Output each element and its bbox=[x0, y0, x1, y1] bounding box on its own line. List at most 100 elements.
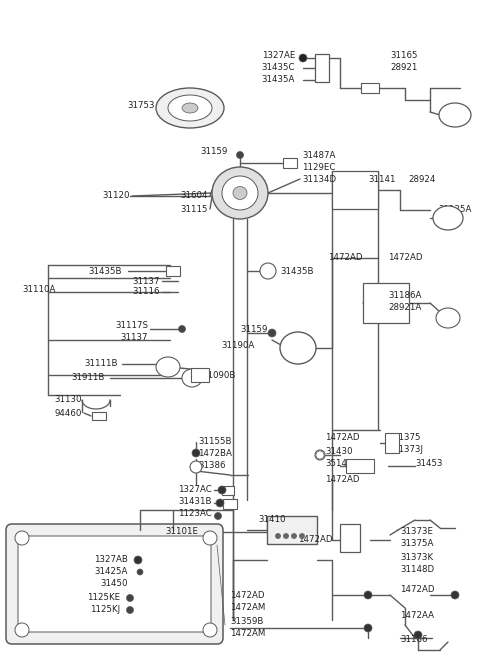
Text: 31165: 31165 bbox=[390, 50, 418, 60]
Text: 31911B: 31911B bbox=[72, 373, 105, 383]
Text: 31115: 31115 bbox=[180, 204, 208, 214]
Text: 31148D: 31148D bbox=[400, 565, 434, 574]
Bar bbox=[267, 516, 317, 544]
Text: 1472AA: 1472AA bbox=[400, 610, 434, 620]
Circle shape bbox=[216, 499, 224, 507]
Text: 1472AD: 1472AD bbox=[325, 474, 360, 483]
Ellipse shape bbox=[190, 461, 202, 473]
Ellipse shape bbox=[182, 103, 198, 113]
Text: 31373K: 31373K bbox=[400, 553, 433, 563]
Bar bbox=[222, 485, 234, 495]
Text: 28921A: 28921A bbox=[388, 303, 421, 312]
Ellipse shape bbox=[203, 531, 217, 545]
Text: 31155B: 31155B bbox=[198, 438, 231, 447]
Text: 1472BA: 1472BA bbox=[198, 449, 232, 458]
Ellipse shape bbox=[203, 623, 217, 637]
Text: 94460: 94460 bbox=[55, 409, 82, 417]
Text: 1125KJ: 1125KJ bbox=[90, 605, 120, 614]
Ellipse shape bbox=[315, 450, 325, 460]
Circle shape bbox=[137, 569, 143, 575]
Text: 31120: 31120 bbox=[103, 191, 130, 200]
Bar bbox=[332, 171, 378, 209]
Circle shape bbox=[192, 449, 200, 457]
Circle shape bbox=[284, 534, 288, 538]
Text: 31450: 31450 bbox=[100, 580, 128, 588]
Circle shape bbox=[316, 451, 324, 459]
Text: 31373J: 31373J bbox=[393, 445, 423, 453]
Text: 1327AC: 1327AC bbox=[178, 485, 212, 493]
Text: 28921: 28921 bbox=[390, 62, 418, 71]
FancyBboxPatch shape bbox=[18, 536, 211, 632]
Bar bbox=[346, 459, 374, 473]
Circle shape bbox=[237, 151, 243, 159]
Text: 31141: 31141 bbox=[368, 174, 396, 183]
Ellipse shape bbox=[280, 332, 316, 364]
Text: 1472AD: 1472AD bbox=[400, 586, 434, 595]
Circle shape bbox=[218, 486, 226, 494]
Bar bbox=[361, 83, 379, 93]
Text: 31435B: 31435B bbox=[88, 267, 122, 276]
Bar bbox=[191, 368, 209, 382]
Text: 31430: 31430 bbox=[325, 447, 352, 455]
Text: 1327AB: 1327AB bbox=[94, 555, 128, 565]
Text: 31487A: 31487A bbox=[302, 151, 336, 160]
Ellipse shape bbox=[212, 167, 268, 219]
Text: 31435C: 31435C bbox=[262, 62, 295, 71]
Text: 1125KE: 1125KE bbox=[87, 593, 120, 603]
Text: 1472AM: 1472AM bbox=[230, 603, 265, 612]
Circle shape bbox=[364, 591, 372, 599]
Circle shape bbox=[134, 556, 142, 564]
Ellipse shape bbox=[439, 103, 471, 127]
Ellipse shape bbox=[182, 369, 202, 387]
Text: 31186A: 31186A bbox=[388, 291, 421, 299]
Circle shape bbox=[268, 329, 276, 337]
Text: 31137: 31137 bbox=[120, 333, 148, 341]
Text: 31135A: 31135A bbox=[439, 206, 472, 214]
Bar bbox=[315, 54, 329, 82]
Bar bbox=[92, 412, 106, 420]
Bar bbox=[340, 524, 360, 552]
Circle shape bbox=[127, 607, 133, 614]
Bar bbox=[223, 499, 237, 509]
Text: 1472AD: 1472AD bbox=[328, 253, 362, 263]
Text: 31130: 31130 bbox=[55, 396, 82, 405]
Text: 1129EC: 1129EC bbox=[302, 162, 336, 172]
Ellipse shape bbox=[233, 187, 247, 200]
Text: 31753: 31753 bbox=[128, 100, 155, 109]
Text: 31159: 31159 bbox=[240, 326, 268, 335]
Text: 31431B: 31431B bbox=[179, 496, 212, 506]
Text: 31435A: 31435A bbox=[262, 75, 295, 83]
Text: 31101E: 31101E bbox=[165, 527, 198, 536]
Text: 31190A: 31190A bbox=[222, 341, 255, 350]
FancyBboxPatch shape bbox=[6, 524, 223, 644]
Ellipse shape bbox=[260, 263, 276, 279]
Text: 31134D: 31134D bbox=[302, 174, 336, 183]
Ellipse shape bbox=[168, 95, 212, 121]
Text: 31453: 31453 bbox=[415, 458, 443, 468]
Text: 31375A: 31375A bbox=[400, 540, 433, 548]
Text: 1327AE: 1327AE bbox=[262, 50, 295, 60]
Circle shape bbox=[299, 54, 307, 62]
Text: 31425A: 31425A bbox=[95, 567, 128, 576]
Bar bbox=[385, 433, 399, 453]
Circle shape bbox=[179, 326, 185, 333]
Text: 28924: 28924 bbox=[408, 174, 435, 183]
Circle shape bbox=[291, 534, 297, 538]
Bar bbox=[283, 158, 297, 168]
Ellipse shape bbox=[15, 531, 29, 545]
Circle shape bbox=[451, 591, 459, 599]
Text: 1472AD: 1472AD bbox=[388, 253, 422, 263]
Text: 1472AM: 1472AM bbox=[230, 629, 265, 639]
Text: 31159: 31159 bbox=[201, 147, 228, 157]
Text: 31435B: 31435B bbox=[280, 267, 313, 276]
Ellipse shape bbox=[15, 623, 29, 637]
Text: 31116: 31116 bbox=[132, 288, 160, 297]
Ellipse shape bbox=[156, 88, 224, 128]
Text: 31117S: 31117S bbox=[115, 322, 148, 331]
Text: 31386: 31386 bbox=[198, 462, 226, 470]
Bar bbox=[166, 266, 180, 276]
Ellipse shape bbox=[156, 357, 180, 377]
Text: 31410: 31410 bbox=[258, 515, 286, 525]
Text: 31604: 31604 bbox=[180, 191, 208, 200]
Circle shape bbox=[127, 595, 133, 601]
